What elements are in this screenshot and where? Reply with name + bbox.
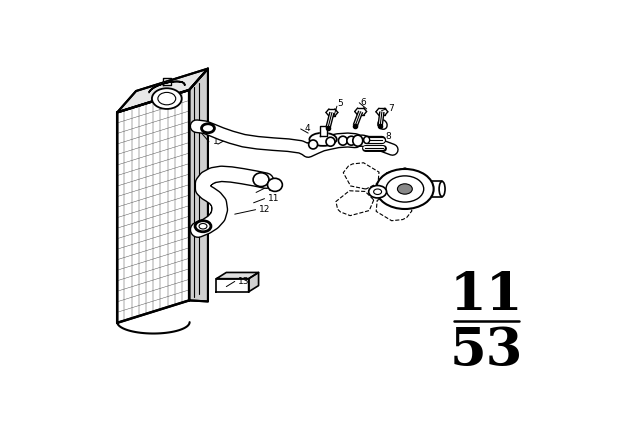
Polygon shape <box>424 181 442 197</box>
Ellipse shape <box>339 136 348 145</box>
Polygon shape <box>249 272 259 292</box>
Polygon shape <box>336 191 374 215</box>
Polygon shape <box>319 126 327 136</box>
Text: 8: 8 <box>385 132 391 141</box>
Circle shape <box>397 184 412 194</box>
Ellipse shape <box>309 133 337 146</box>
Text: 4: 4 <box>304 125 310 134</box>
Ellipse shape <box>268 178 282 191</box>
Circle shape <box>369 185 387 198</box>
Polygon shape <box>381 168 419 193</box>
Text: 10: 10 <box>268 184 279 193</box>
Text: 9: 9 <box>385 142 391 151</box>
Polygon shape <box>376 194 412 221</box>
Ellipse shape <box>439 181 445 197</box>
Circle shape <box>152 88 182 109</box>
Text: 7: 7 <box>388 104 394 113</box>
Text: 2: 2 <box>229 135 234 145</box>
Text: 12: 12 <box>259 205 270 214</box>
Ellipse shape <box>364 137 370 143</box>
Text: 53: 53 <box>450 324 524 375</box>
Polygon shape <box>117 69 208 112</box>
Polygon shape <box>216 279 249 292</box>
Ellipse shape <box>378 120 387 129</box>
Text: 3: 3 <box>262 138 268 147</box>
Circle shape <box>376 169 434 209</box>
Ellipse shape <box>326 137 335 146</box>
Polygon shape <box>149 82 185 93</box>
Polygon shape <box>163 78 171 85</box>
Text: 11: 11 <box>450 270 524 321</box>
Polygon shape <box>343 163 379 189</box>
Text: 13: 13 <box>237 277 249 286</box>
Polygon shape <box>117 90 189 323</box>
Ellipse shape <box>347 136 356 145</box>
Text: 1: 1 <box>213 137 219 146</box>
Ellipse shape <box>253 173 269 186</box>
Ellipse shape <box>353 135 363 146</box>
Polygon shape <box>189 69 208 302</box>
Ellipse shape <box>308 140 317 149</box>
Text: 11: 11 <box>268 194 279 203</box>
Polygon shape <box>216 272 259 279</box>
Text: 5: 5 <box>337 99 342 108</box>
Text: 6: 6 <box>360 98 366 107</box>
